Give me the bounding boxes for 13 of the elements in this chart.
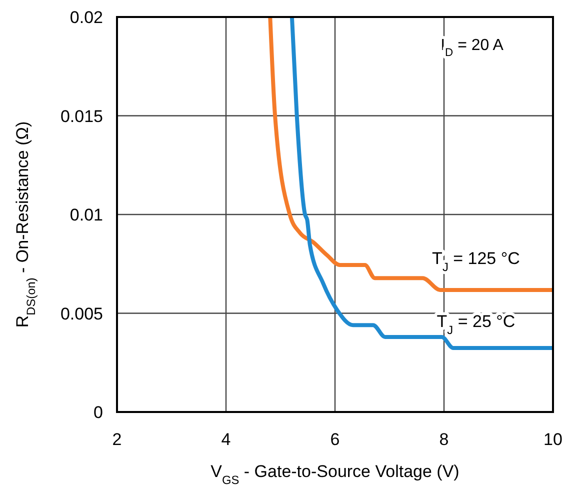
y-tick-label: 0.005: [60, 304, 103, 324]
x-axis-title: V$_{GS}$ - Gate-to-Source Voltage (V): [210, 462, 460, 487]
y-tick-label: 0.01: [70, 206, 103, 224]
x-tick-label: 8: [439, 430, 449, 449]
line-series: [290, 17, 553, 350]
x-tick-label: 10: [544, 430, 562, 449]
y-tick-label: 0.02: [70, 8, 103, 27]
line-series: [268, 17, 553, 292]
x-tick-label: 2: [112, 430, 122, 449]
y-tick-label: 0.015: [60, 106, 103, 126]
x-tick-label: 4: [221, 430, 231, 449]
y-tick-label: 0: [94, 403, 103, 422]
x-tick-label: 6: [330, 430, 340, 449]
